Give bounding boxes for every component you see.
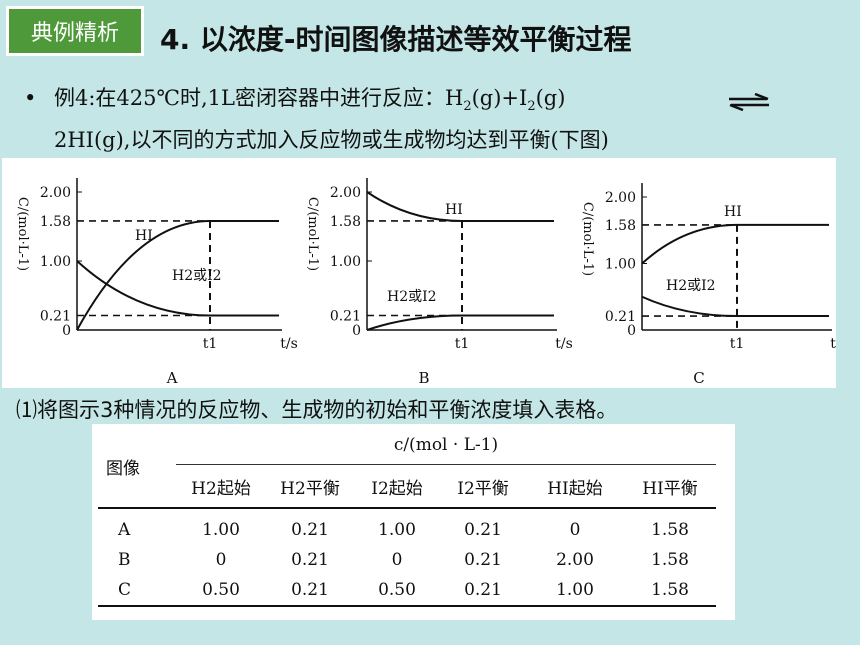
problem-line-1: 例4:在425℃时,1L密闭容器中进行反应：H2(g)+I2(g) xyxy=(54,82,565,114)
y-tick-label: 1.58 xyxy=(40,214,71,230)
y-tick-label: 1.00 xyxy=(330,254,361,270)
subscript: 2 xyxy=(527,99,536,115)
table-row: C 0.50 0.21 0.50 0.21 1.00 1.58 xyxy=(98,575,716,607)
row-header: 图像 xyxy=(98,426,176,509)
series-label: HI xyxy=(135,228,153,244)
table-cell: 0.50 xyxy=(176,575,266,607)
table-cell: 1.00 xyxy=(526,575,624,607)
x-mark-label: t1 xyxy=(455,336,470,352)
problem-text-b: (g)+I xyxy=(471,86,528,110)
y-tick-label: 1.58 xyxy=(605,218,636,234)
series-label: HI xyxy=(445,202,463,218)
graphs-panel: 2.00 1.58 1.00 0.21 0 HI H2或I2 t1 t/s C/(mol·L-1)… xyxy=(2,158,848,388)
column-header: I2平衡 xyxy=(440,464,526,509)
y-tick-label: 1.00 xyxy=(40,254,71,270)
series-line xyxy=(76,219,279,331)
problem-text-c: (g) xyxy=(535,86,566,110)
section-tag: 典例精析 xyxy=(6,6,144,56)
y-tick-label: 1.00 xyxy=(605,257,636,273)
series-label: H2或I2 xyxy=(666,278,716,294)
series-line xyxy=(366,314,554,331)
subscript: 2 xyxy=(463,99,472,115)
x-axis-title: t/s xyxy=(280,336,298,352)
series-label: HI xyxy=(724,204,742,220)
panel-label: C xyxy=(693,369,704,387)
table-cell: 0.21 xyxy=(291,550,329,570)
column-header: H2起始 xyxy=(176,464,266,509)
problem-line-2: 2HI(g),以不同的方式加入反应物或生成物均达到平衡(下图) xyxy=(54,128,609,152)
table-cell: 1.00 xyxy=(202,520,240,540)
series-line xyxy=(641,223,829,265)
problem-text-a: 例4:在425℃时,1L密闭容器中进行反应：H xyxy=(54,86,464,110)
column-header-row: H2起始 H2平衡 I2起始 I2平衡 HI起始 HI平衡 xyxy=(98,464,716,509)
table-cell: 2.00 xyxy=(556,550,594,570)
series-label: H2或I2 xyxy=(387,289,437,305)
table-cell: 0 xyxy=(391,550,403,570)
column-header: HI起始 xyxy=(526,464,624,509)
concentration-table: 图像 c/(mol · L-1) H2起始 H2平衡 I2起始 I2平衡 HI起始 HI平… xyxy=(98,426,716,607)
y-tick-label: 2.00 xyxy=(40,185,71,201)
y-tick-label: 0 xyxy=(627,323,636,339)
x-mark-label: t1 xyxy=(203,336,218,352)
table-cell: 0.21 xyxy=(266,575,354,607)
series-line xyxy=(641,295,829,318)
series-line xyxy=(76,260,279,317)
series-line xyxy=(366,191,554,222)
table-cell: 0 xyxy=(569,520,581,540)
y-tick-label: 1.58 xyxy=(330,214,361,230)
section-tag-label: 典例精析 xyxy=(30,21,119,46)
x-mark-label: t1 xyxy=(730,336,745,352)
question-text: ⑴将图示3种情况的反应物、生成物的初始和平衡浓度填入表格。 xyxy=(16,398,618,422)
column-header: H2平衡 xyxy=(266,464,354,509)
y-tick-label: 0 xyxy=(352,323,361,339)
panel-label: A xyxy=(166,369,178,387)
slide-title: 4. 以浓度-时间图像描述等效平衡过程 xyxy=(160,23,632,56)
group-header: c/(mol · L-1) xyxy=(176,426,716,465)
y-tick-label: 2.00 xyxy=(605,190,636,206)
y-tick-label: 0.21 xyxy=(605,309,636,325)
equilibrium-arrow-icon xyxy=(729,93,769,111)
concentration-table-box: 图像 c/(mol · L-1) H2起始 H2平衡 I2起始 I2平衡 HI起始 HI平… xyxy=(92,424,735,620)
table-row: B 0 0.21 0 0.21 2.00 1.58 xyxy=(98,545,716,575)
x-axis-title: t/s xyxy=(555,336,573,352)
column-header: HI平衡 xyxy=(624,464,716,509)
table-cell: 0.21 xyxy=(464,520,502,540)
row-label: A xyxy=(118,520,131,540)
bullet-icon: • xyxy=(24,86,37,110)
table-cell: 0.21 xyxy=(291,520,329,540)
y-tick-label: 0.21 xyxy=(40,309,71,325)
x-axis-title: t/s xyxy=(830,336,836,352)
y-axis-title: C/(mol·L-1) xyxy=(580,202,595,276)
table-cell: 1.58 xyxy=(624,575,716,607)
group-header-label: c/(mol · L-1) xyxy=(393,435,499,455)
y-tick-label: 0.21 xyxy=(330,309,361,325)
row-label: C xyxy=(98,575,176,607)
table-row: A 1.00 0.21 1.00 0.21 0 1.58 xyxy=(98,508,716,545)
column-header: I2起始 xyxy=(354,464,440,509)
series-label: H2或I2 xyxy=(172,268,222,284)
table-cell: 0.21 xyxy=(464,550,502,570)
y-tick-label: 0 xyxy=(62,323,71,339)
table-cell: 1.58 xyxy=(651,520,689,540)
y-axis-title: C/(mol·L-1) xyxy=(305,197,320,271)
table-cell: 1.00 xyxy=(378,520,416,540)
panel-label: B xyxy=(418,369,429,387)
table-cell: 0 xyxy=(215,550,227,570)
table-cell: 0.21 xyxy=(440,575,526,607)
y-tick-label: 2.00 xyxy=(330,185,361,201)
table-cell: 1.58 xyxy=(651,550,689,570)
row-label: B xyxy=(118,550,131,570)
table-cell: 0.50 xyxy=(354,575,440,607)
y-axis-title: C/(mol·L-1) xyxy=(15,197,30,271)
